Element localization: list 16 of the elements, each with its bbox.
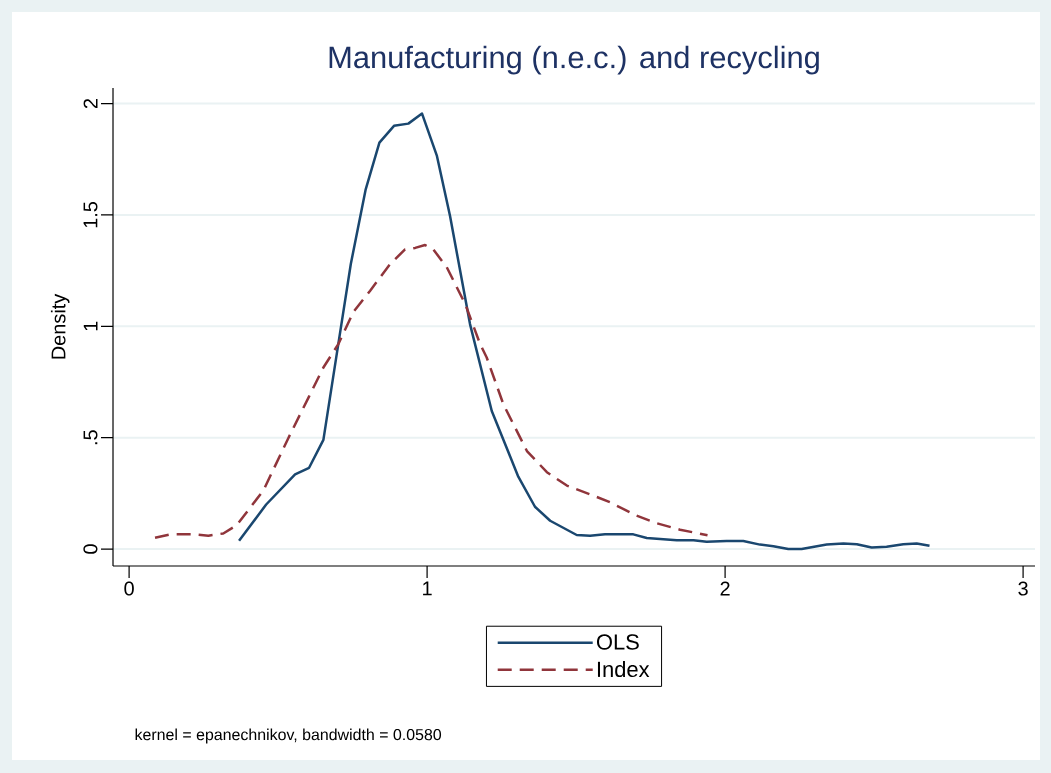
legend-label: Index [597, 661, 650, 678]
legend-label: OLS [596, 634, 639, 650]
y-tick-label: 1.5 [83, 201, 98, 228]
chart-title: Manufacturing (n.e.c.) and recycling [329, 45, 819, 75]
line-series [237, 112, 931, 551]
y-tick-label: 2 [83, 99, 98, 109]
x-tick-label: 0 [124, 581, 134, 596]
y-tick-label: 1 [83, 321, 98, 331]
line-series [153, 243, 709, 539]
y-tick-label: .5 [83, 430, 98, 445]
y-axis-title: Density [50, 293, 70, 359]
text: kernel = epanechnikov, bandwidth = 0.0580 [135, 728, 442, 744]
x-tick-label: 2 [720, 581, 730, 596]
x-tick-label: 1 [423, 581, 432, 596]
y-tick-label: 0 [83, 544, 98, 554]
x-tick-label: 3 [1018, 581, 1028, 596]
